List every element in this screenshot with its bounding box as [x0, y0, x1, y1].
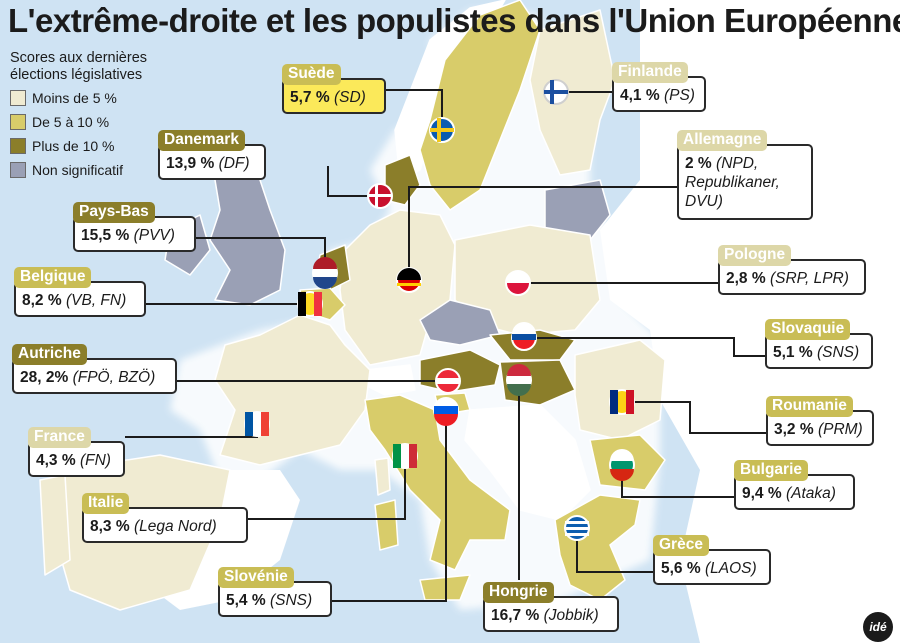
country-name-paysbas: Pays-Bas — [73, 202, 155, 223]
legend-label-mid: De 5 à 10 % — [32, 114, 110, 130]
label-roumanie: Roumanie 3,2 % (PRM) — [766, 396, 874, 446]
flag-italie-icon — [392, 443, 418, 469]
label-paysbas: Pays-Bas 15,5 % (PVV) — [73, 202, 196, 252]
legend-heading-line2: élections législatives — [10, 67, 143, 83]
connector-allemagne — [408, 186, 690, 280]
legend: Scores aux dernières élections législati… — [10, 50, 185, 180]
legend-label-none: Non significatif — [32, 162, 124, 178]
country-value-grece: 5,6 % (LAOS) — [661, 560, 757, 577]
flag-pologne-icon — [505, 270, 531, 296]
country-value-pologne: 2,8 % (SRP, LPR) — [726, 270, 849, 287]
connector-suede — [380, 89, 443, 130]
country-value-suede: 5,7 % (SD) — [290, 89, 366, 106]
country-name-allemagne: Allemagne — [677, 130, 768, 151]
label-belgique: Belgique 8,2 % (VB, FN) — [14, 267, 146, 317]
flag-roumanie-icon — [609, 389, 635, 415]
country-value-allemagne: 2 % (NPD, Republikaner, DVU) — [685, 155, 780, 210]
flag-grece-icon — [564, 515, 590, 541]
connector-slovaquie — [524, 337, 766, 357]
country-value-bulgarie: 9,4 % (Ataka) — [742, 485, 836, 502]
country-value-slovenie: 5,4 % (SNS) — [226, 592, 313, 609]
label-pologne: Pologne 2,8 % (SRP, LPR) — [718, 245, 866, 295]
flag-slovaquie-icon — [511, 322, 537, 351]
legend-swatch-low — [10, 90, 26, 106]
flag-autriche-icon — [435, 368, 461, 394]
region-sweden — [419, 0, 541, 211]
country-value-slovaquie: 5,1 % (SNS) — [773, 344, 860, 361]
country-name-slovaquie: Slovaquie — [765, 319, 851, 340]
country-value-belgique: 8,2 % (VB, FN) — [22, 292, 127, 309]
legend-item-low: Moins de 5 % — [10, 88, 185, 108]
country-value-france: 4,3 % (FN) — [36, 452, 111, 469]
country-value-autriche: 28, 2% (FPÖ, BZÖ) — [20, 369, 156, 386]
label-finlande: Finlande 4,1 % (PS) — [612, 62, 706, 112]
country-name-grece: Grèce — [653, 535, 709, 556]
flag-danemark-icon — [367, 183, 393, 209]
flag-allemagne-icon — [396, 267, 422, 293]
country-value-paysbas: 15,5 % (PVV) — [81, 227, 175, 244]
country-value-finlande: 4,1 % (PS) — [620, 87, 695, 104]
flag-slovenie-icon — [433, 397, 459, 426]
connector-roumanie — [622, 401, 766, 434]
label-france: France 4,3 % (FN) — [28, 427, 125, 477]
legend-item-high: Plus de 10 % — [10, 136, 185, 156]
legend-item-mid: De 5 à 10 % — [10, 112, 185, 132]
connector-grece — [576, 528, 658, 573]
legend-label-high: Plus de 10 % — [32, 138, 115, 154]
connector-lines — [125, 89, 766, 602]
publisher-logo: idé — [863, 612, 893, 642]
legend-heading-line1: Scores aux dernières — [10, 50, 148, 66]
country-name-danemark: Danemark — [158, 130, 245, 151]
label-slovaquie: Slovaquie 5,1 % (SNS) — [765, 319, 873, 369]
map-title: L'extrême-droite et les populistes dans … — [8, 2, 900, 39]
legend-item-none: Non significatif — [10, 160, 185, 180]
label-bulgarie: Bulgarie 9,4 % (Ataka) — [734, 460, 855, 510]
label-allemagne: Allemagne 2 % (NPD, Republikaner, DVU) — [677, 130, 813, 220]
label-suede: Suède 5,7 % (SD) — [282, 64, 386, 114]
country-name-autriche: Autriche — [12, 344, 87, 365]
flags — [244, 79, 635, 541]
country-value-danemark: 13,9 % (DF) — [166, 155, 250, 172]
flag-hongrie-icon — [506, 364, 532, 396]
legend-swatch-high — [10, 138, 26, 154]
region-corsica — [374, 457, 391, 496]
flag-bulgarie-icon — [609, 449, 635, 481]
country-value-hongrie: 16,7 % (Jobbik) — [491, 607, 599, 624]
region-sardinia — [374, 499, 399, 551]
flag-suede-icon — [429, 117, 455, 143]
country-value-italie: 8,3 % (Lega Nord) — [90, 518, 217, 535]
country-name-roumanie: Roumanie — [766, 396, 853, 417]
label-grece: Grèce 5,6 % (LAOS) — [653, 535, 771, 585]
country-name-bulgarie: Bulgarie — [734, 460, 809, 481]
label-autriche: Autriche 28, 2% (FPÖ, BZÖ) — [12, 344, 177, 394]
country-name-italie: Italie — [82, 493, 130, 514]
legend-swatch-mid — [10, 114, 26, 130]
country-name-france: France — [28, 427, 91, 448]
label-hongrie: Hongrie 16,7 % (Jobbik) — [483, 582, 619, 632]
country-name-finlande: Finlande — [612, 62, 688, 83]
flag-paysbas-icon — [312, 257, 338, 289]
region-portugal — [39, 474, 71, 576]
legend-swatch-none — [10, 162, 26, 178]
label-slovenie: Slovénie 5,4 % (SNS) — [218, 567, 332, 617]
label-italie: Italie 8,3 % (Lega Nord) — [82, 493, 248, 543]
country-name-hongrie: Hongrie — [483, 582, 554, 603]
country-name-belgique: Belgique — [14, 267, 92, 288]
country-name-pologne: Pologne — [718, 245, 792, 266]
flag-belgique-icon — [297, 291, 323, 317]
flag-finlande-icon — [543, 79, 569, 105]
legend-label-low: Moins de 5 % — [32, 90, 117, 106]
connector-danemark — [327, 166, 380, 197]
label-danemark: Danemark 13,9 % (DF) — [158, 130, 266, 180]
flag-france-icon — [244, 411, 270, 437]
country-value-roumanie: 3,2 % (PRM) — [774, 421, 863, 438]
connector-slovenie — [313, 410, 447, 602]
country-name-slovenie: Slovénie — [218, 567, 294, 588]
country-name-suede: Suède — [282, 64, 341, 85]
